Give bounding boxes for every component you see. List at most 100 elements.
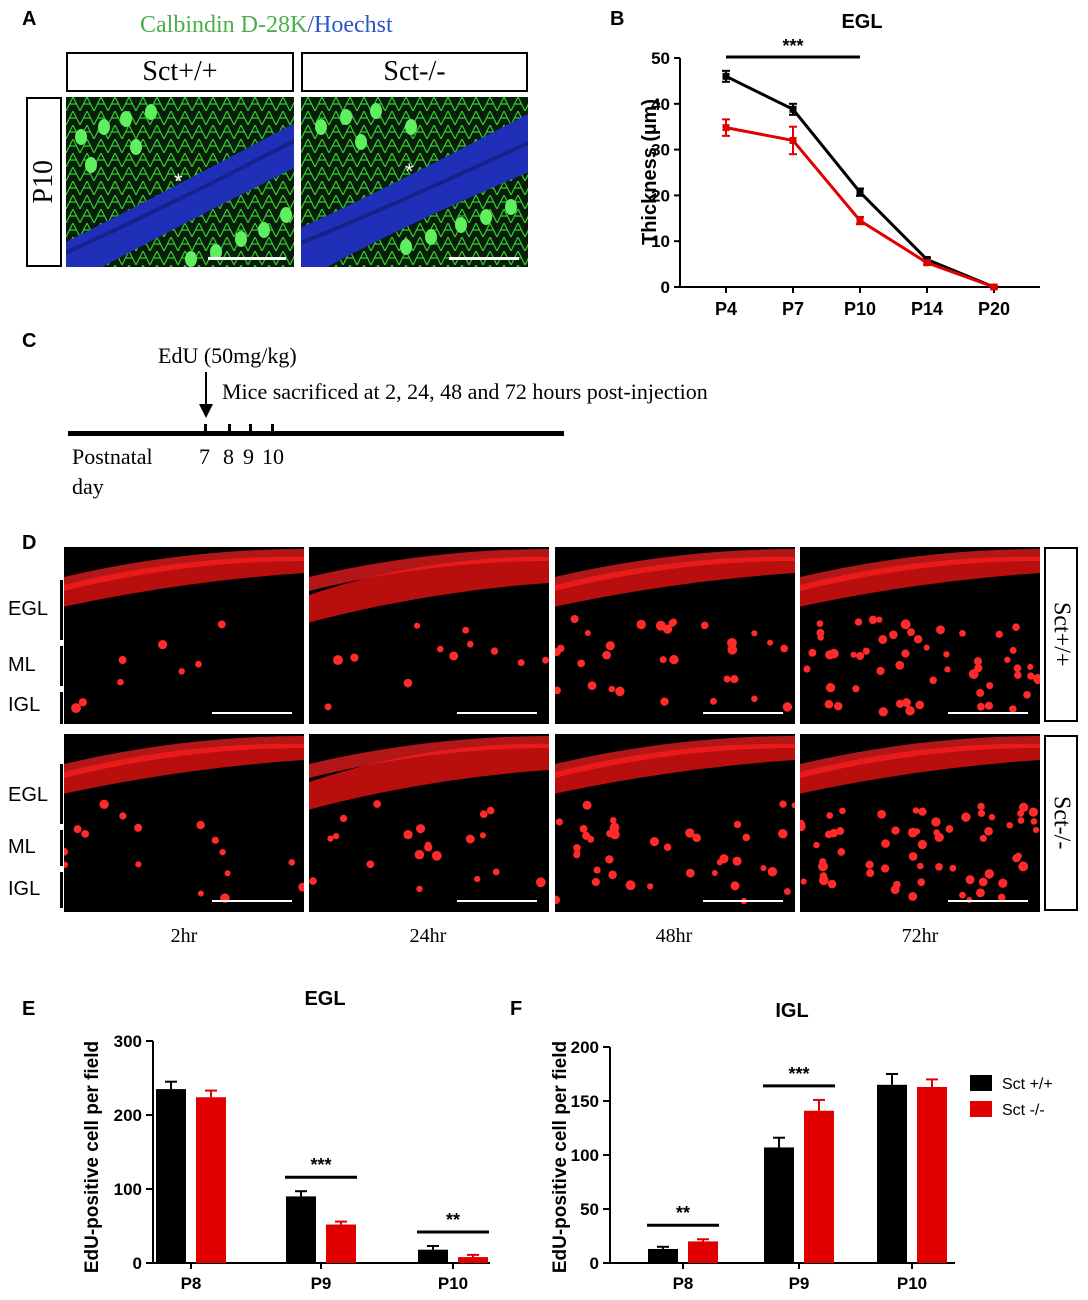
genotype-box-wt: Sct+/+ (1044, 547, 1078, 722)
edu-cell (591, 877, 600, 887)
edu-cell (178, 668, 185, 675)
scale-bar (457, 712, 537, 714)
bar-wt (877, 1084, 907, 1263)
edu-cell (1013, 664, 1022, 673)
edu-cell (424, 843, 433, 852)
significance-label: ** (446, 1210, 460, 1230)
edu-cell (117, 678, 124, 686)
edu-cell (685, 868, 695, 878)
edu-cell (880, 864, 890, 873)
layer-bar (60, 580, 63, 640)
edu-cell (949, 864, 957, 872)
layer-bar (60, 830, 63, 866)
micrograph-a-wt: * (66, 97, 294, 267)
x-tick-label: P10 (897, 1274, 927, 1293)
edu-cell (659, 656, 667, 664)
y-tick-label: 30 (651, 141, 670, 160)
edu-cell (462, 626, 470, 634)
edu-cell (977, 802, 985, 811)
y-axis-label: EdU-positive cell per field (82, 1041, 103, 1273)
edu-cell (727, 637, 737, 648)
edu-cell (1009, 646, 1017, 654)
y-tick-label: 50 (651, 49, 670, 68)
edu-cell (878, 635, 888, 644)
edu-micrograph (800, 547, 1040, 724)
edu-cell (878, 707, 888, 717)
edu-cell (959, 629, 966, 637)
edu-cell (829, 828, 838, 838)
panel-a-title: Calbindin D-28K/Hoechst (140, 12, 393, 39)
edu-cell (298, 882, 304, 892)
panel-b-label: B (610, 8, 625, 30)
y-tick-label: 0 (590, 1254, 599, 1273)
edu-cell (808, 648, 817, 657)
edu-cell (791, 802, 795, 809)
panel-c-label: C (22, 330, 37, 352)
x-tick-label: P9 (311, 1274, 332, 1293)
scale-bar (449, 257, 519, 260)
edu-cell (945, 825, 954, 833)
x-tick-label: P7 (782, 299, 804, 319)
bar-wt (418, 1249, 448, 1263)
edu-cell (217, 620, 226, 629)
edu-cell (81, 830, 90, 838)
series-line-wt (725, 74, 995, 289)
legend-label-ko: Sct -/- (1002, 1102, 1045, 1119)
edu-micrograph (555, 547, 795, 724)
edu-cell (975, 888, 985, 898)
edu-cell (1014, 671, 1022, 679)
edu-cell (555, 647, 561, 657)
edu-cell (403, 829, 413, 840)
edu-micrograph (555, 734, 795, 912)
edu-cell (646, 883, 654, 890)
y-tick-label: 20 (651, 186, 670, 205)
y-tick-label: 0 (133, 1254, 142, 1273)
layer-label-igl: IGL (8, 694, 41, 716)
edu-cell (917, 839, 927, 850)
significance-label: *** (782, 36, 803, 56)
edu-cell (936, 625, 945, 635)
panel-a-label: A (22, 8, 37, 30)
egl-band (64, 736, 304, 778)
edu-cell (1009, 705, 1017, 713)
edu-cell (119, 812, 127, 820)
edu-cell (555, 686, 561, 695)
edu-cell (889, 630, 898, 640)
data-point (722, 124, 730, 132)
edu-cell (800, 821, 806, 832)
genotype-box-wt: Sct+/+ (66, 52, 294, 92)
edu-cell (856, 651, 865, 661)
bar-ko (688, 1241, 718, 1263)
egl-band (309, 743, 549, 810)
edu-cell (935, 863, 943, 871)
edu-cell (979, 834, 987, 842)
edu-micrograph-image (800, 736, 1040, 903)
edu-cell (615, 686, 625, 697)
edu-cell (431, 850, 442, 861)
series-line-ko (725, 126, 995, 289)
edu-cell (767, 639, 774, 646)
scale-bar (212, 712, 292, 714)
egl-band (309, 549, 549, 591)
edu-cell (577, 659, 586, 668)
bar-wt (648, 1248, 678, 1263)
edu-cell (1004, 656, 1011, 663)
genotype-label-ko: Sct-/- (1048, 796, 1075, 850)
edu-cell (901, 649, 910, 658)
edu-cell (608, 685, 616, 693)
y-axis-label: EdU-positive cell per field (550, 1041, 571, 1273)
edu-cell (868, 615, 878, 625)
timepoint-label: 48hr (655, 925, 693, 947)
edu-cell (668, 619, 676, 627)
injection-label: EdU (50mg/kg) (158, 343, 297, 368)
edu-cell (751, 695, 758, 703)
edu-cell (891, 826, 900, 835)
edu-cell (197, 890, 204, 897)
timepoint-label: 2hr (170, 925, 198, 947)
scale-bar (948, 712, 1028, 714)
egl-band (555, 556, 795, 607)
edu-cell (332, 832, 340, 840)
injection-arrow-icon (199, 372, 213, 418)
edu-cell (414, 849, 425, 860)
edu-cell (479, 832, 487, 839)
